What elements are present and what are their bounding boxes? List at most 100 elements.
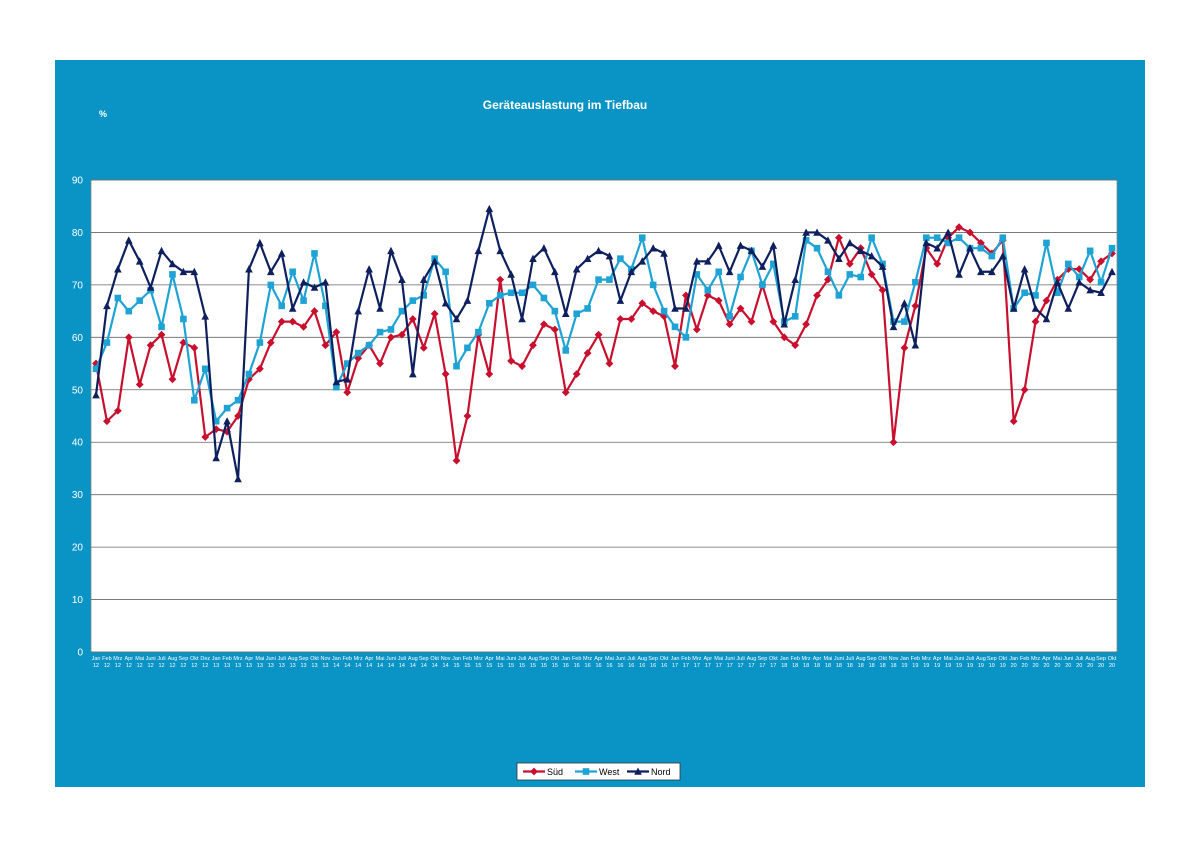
marker — [201, 312, 210, 320]
marker — [911, 341, 920, 349]
x-tick-label: Apr 18 — [813, 656, 822, 669]
x-tick-label: Jan 14 — [332, 656, 341, 669]
marker — [333, 383, 340, 391]
marker — [1031, 317, 1040, 326]
x-tick-label: Mai 18 — [824, 656, 833, 669]
legend-label: Nord — [651, 767, 671, 777]
marker — [496, 275, 505, 284]
marker — [867, 252, 876, 260]
marker — [234, 412, 242, 420]
x-tick-label: Juni 13 — [266, 656, 276, 669]
x-tick-label: Jan 20 — [1009, 656, 1018, 669]
x-tick-label: Dez 12 — [200, 656, 210, 669]
marker — [376, 328, 384, 336]
y-tick-label: 70 — [72, 280, 84, 291]
marker — [638, 299, 647, 308]
marker — [649, 307, 658, 316]
marker — [617, 255, 624, 262]
marker — [791, 275, 799, 283]
marker — [901, 318, 908, 325]
marker — [999, 234, 1007, 241]
x-tick-label: Juli 19 — [966, 656, 974, 669]
chart-title: Geräteauslastung im Tiefbau — [483, 98, 648, 112]
x-tick-label: Aug 15 — [528, 656, 538, 669]
legend-label: Süd — [547, 767, 563, 777]
marker — [343, 375, 352, 383]
marker — [878, 262, 887, 270]
marker — [234, 474, 242, 483]
marker — [223, 404, 231, 412]
marker — [103, 339, 111, 346]
marker — [769, 241, 778, 249]
y-tick-label: 0 — [77, 648, 83, 659]
marker — [682, 334, 690, 341]
marker — [408, 315, 417, 323]
marker — [430, 257, 439, 265]
x-tick-label: Mai 19 — [944, 656, 953, 669]
marker — [692, 325, 701, 334]
x-tick-label: Sep 20 — [1096, 656, 1106, 669]
x-tick-label: Feb 20 — [1020, 656, 1029, 669]
marker — [868, 234, 875, 241]
marker — [671, 323, 679, 331]
marker — [332, 377, 341, 386]
marker — [474, 246, 483, 255]
marker — [813, 228, 821, 236]
marker — [605, 359, 614, 368]
marker — [201, 365, 209, 373]
y-tick-label: 10 — [72, 595, 84, 606]
y-tick-label: 30 — [72, 490, 84, 501]
marker — [277, 249, 286, 257]
marker — [1086, 275, 1095, 284]
marker — [834, 233, 843, 242]
marker — [114, 294, 122, 302]
marker — [245, 370, 253, 378]
marker — [409, 370, 417, 378]
marker — [540, 320, 548, 329]
marker — [1075, 273, 1083, 281]
x-tick-label: Mai 20 — [1053, 656, 1062, 669]
marker — [1108, 244, 1116, 252]
marker — [223, 427, 231, 436]
x-tick-label: Okt 18 — [878, 656, 887, 669]
marker — [387, 246, 395, 255]
marker — [266, 267, 275, 276]
marker — [857, 273, 865, 281]
marker — [856, 246, 865, 255]
x-tick-label: Juni 18 — [834, 656, 844, 669]
marker — [201, 433, 210, 441]
marker — [867, 270, 876, 279]
marker — [725, 320, 734, 329]
marker — [911, 301, 920, 310]
marker — [551, 267, 559, 276]
marker — [966, 244, 974, 252]
x-tick-label: Aug 16 — [637, 656, 647, 669]
marker — [561, 309, 570, 318]
x-tick-label: Mai 16 — [605, 656, 614, 669]
marker — [693, 271, 701, 278]
marker — [955, 234, 963, 241]
marker — [529, 341, 537, 350]
marker — [572, 370, 581, 378]
x-tick-label: Apr 19 — [933, 656, 942, 669]
marker — [1097, 257, 1105, 266]
marker — [540, 294, 548, 302]
marker — [638, 234, 646, 241]
marker — [267, 281, 275, 289]
marker — [638, 257, 647, 265]
marker — [507, 357, 516, 365]
x-tick-label: Feb 13 — [222, 656, 231, 669]
x-tick-label: Mrz 20 — [1031, 656, 1040, 669]
x-tick-label: Juli 13 — [278, 656, 286, 669]
marker — [288, 304, 297, 312]
x-tick-label: Feb 16 — [572, 656, 581, 669]
marker — [747, 317, 756, 326]
marker — [169, 271, 176, 278]
marker — [529, 281, 537, 289]
y-tick-label: 20 — [72, 543, 84, 554]
marker — [889, 438, 898, 447]
x-tick-label: Okt 16 — [660, 656, 669, 669]
marker — [660, 249, 668, 257]
marker — [114, 265, 122, 273]
